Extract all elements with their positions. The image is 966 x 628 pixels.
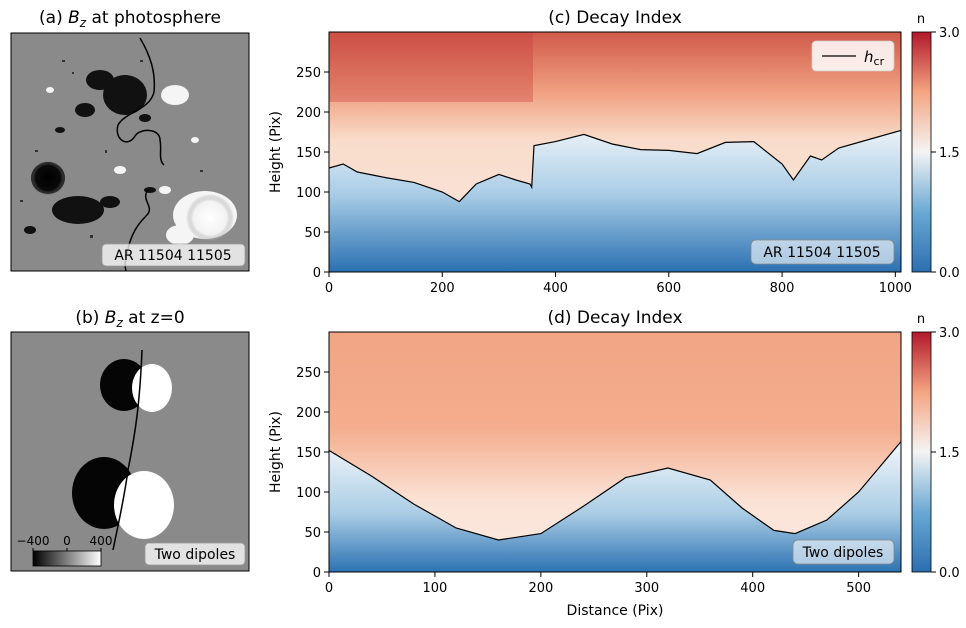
panel-d: (d) Decay Index 0 100 200 300 400 500 0 50 100 15… <box>268 308 960 619</box>
panel-c-title: (c) Decay Index <box>548 8 682 28</box>
x-tick-label: 200 <box>528 581 553 596</box>
x-tick-label: 0 <box>325 281 333 296</box>
colorbar-c: n 3.0 1.5 0.0 <box>911 12 960 281</box>
y-tick-label: 50 <box>304 226 321 241</box>
colorbar-tick-label: 1.5 <box>939 446 960 461</box>
x-tick-label: 0 <box>325 581 333 596</box>
panel-d-title: (d) Decay Index <box>547 308 682 328</box>
bz-scale-tick: −400 <box>17 534 50 548</box>
magnetogram-a <box>11 33 249 271</box>
magnetogram-b <box>11 332 249 571</box>
colorbar-tick-label: 1.5 <box>939 146 960 161</box>
panel-a-title: (a) Bz at photosphere <box>39 8 221 30</box>
legend-label-hcr: hcr <box>864 48 885 68</box>
panel-a-tag: AR 11504 11505 <box>114 248 231 264</box>
colorbar-tick-label: 0.0 <box>939 566 960 581</box>
y-tick-label: 100 <box>296 486 321 501</box>
hcr-line-d <box>329 441 901 541</box>
decay-index-heatmap-d <box>329 332 901 572</box>
y-tick-label: 50 <box>304 526 321 541</box>
annotation-c: AR 11504 11505 <box>763 245 880 261</box>
colorbar-d-label: n <box>917 312 925 327</box>
y-axis-label-c: Height (Pix) <box>268 111 284 193</box>
annotation-d: Two dipoles <box>802 545 884 561</box>
panel-b: (b) Bz at z=0 −400 0 400 Two dipoles <box>10 308 250 572</box>
x-tick-label: 400 <box>740 581 765 596</box>
y-axis-label-d: Height (Pix) <box>268 411 284 493</box>
colorbar-tick-label: 3.0 <box>939 26 960 41</box>
x-tick-label: 300 <box>634 581 659 596</box>
panel-c: (c) Decay Index 0 200 400 600 800 1000 0 50 100 1… <box>268 8 960 296</box>
x-tick-label: 800 <box>770 281 795 296</box>
colorbar-d: n 3.0 1.5 0.0 <box>911 312 960 581</box>
y-tick-label: 250 <box>296 66 321 81</box>
x-tick-label: 1000 <box>879 281 912 296</box>
y-tick-label: 150 <box>296 146 321 161</box>
bz-scale-tick: 400 <box>90 534 113 548</box>
y-tick-label: 100 <box>296 186 321 201</box>
legend-c: hcr <box>811 40 895 72</box>
x-axis-label-d: Distance (Pix) <box>567 603 664 619</box>
x-tick-label: 100 <box>423 581 448 596</box>
y-tick-label: 200 <box>296 106 321 121</box>
y-tick-label: 200 <box>296 406 321 421</box>
colorbar-c-label: n <box>917 12 925 27</box>
x-tick-label: 500 <box>846 581 871 596</box>
hcr-line-c <box>329 129 901 203</box>
y-tick-label: 0 <box>313 566 321 581</box>
decay-index-heatmap-c <box>329 32 901 272</box>
panel-b-tag: Two dipoles <box>154 547 236 563</box>
x-tick-label: 600 <box>656 281 681 296</box>
x-tick-label: 200 <box>430 281 455 296</box>
y-tick-label: 0 <box>313 266 321 281</box>
panel-a: (a) Bz at photosphere <box>10 8 250 272</box>
colorbar-tick-label: 3.0 <box>939 326 960 341</box>
colorbar-tick-label: 0.0 <box>939 266 960 281</box>
y-tick-label: 250 <box>296 366 321 381</box>
panel-b-title: (b) Bz at z=0 <box>75 308 184 330</box>
bz-scale-tick: 0 <box>63 534 71 548</box>
x-tick-label: 400 <box>543 281 568 296</box>
y-tick-label: 150 <box>296 446 321 461</box>
bz-scale-colorbar: −400 0 400 <box>17 534 113 567</box>
